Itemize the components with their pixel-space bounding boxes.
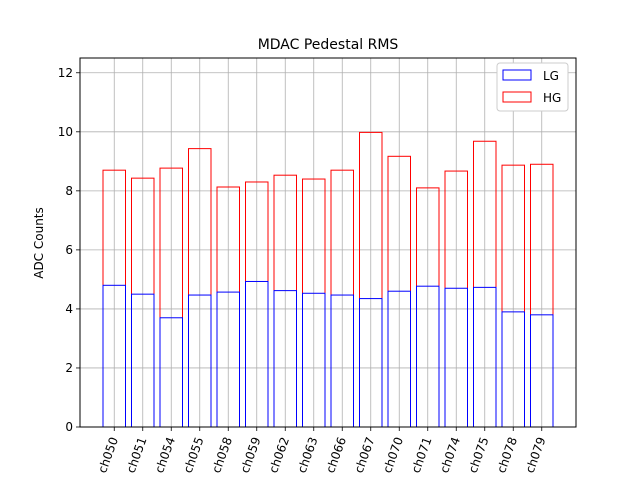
y-axis-ticks: 0 2 4 6 8 10 12: [58, 66, 80, 434]
x-tick-label: ch054: [152, 435, 178, 475]
y-tick-label: 2: [65, 361, 73, 375]
x-tick-label: ch062: [266, 435, 292, 475]
x-axis-ticks: ch050 ch051 ch054 ch055 ch058 ch059 ch062 ch063…: [95, 427, 549, 475]
x-tick-label: ch051: [124, 435, 150, 475]
x-tick-label: ch070: [380, 435, 406, 475]
lg-series-bars: [102, 280, 554, 428]
grid: [80, 58, 576, 428]
y-tick-label: 4: [65, 302, 73, 316]
x-tick-label: ch066: [323, 435, 349, 475]
x-tick-label: ch055: [181, 435, 207, 475]
legend-frame: [496, 62, 569, 112]
x-tick-label: ch075: [466, 435, 492, 475]
x-tick-label: ch074: [437, 435, 463, 475]
legend-label-lg: LG: [543, 69, 559, 83]
y-tick-label: 8: [65, 184, 73, 198]
legend-swatch-lg: [502, 69, 532, 81]
y-axis-label: ADC Counts: [32, 207, 46, 279]
x-tick-label: ch067: [352, 435, 378, 475]
x-tick-label: ch050: [95, 435, 121, 475]
y-tick-label: 6: [65, 243, 73, 257]
x-tick-label: ch078: [494, 435, 520, 475]
legend: LG HG: [496, 62, 569, 112]
hg-series-bars: [102, 131, 554, 428]
y-tick-label: 10: [58, 125, 73, 139]
chart-title: MDAC Pedestal RMS: [258, 37, 399, 53]
y-tick-label: 0: [65, 420, 73, 434]
x-tick-label: ch063: [295, 435, 321, 475]
x-tick-label: ch071: [409, 435, 435, 475]
legend-swatch-hg: [502, 91, 532, 103]
x-tick-label: ch059: [238, 435, 264, 475]
legend-label-hg: HG: [543, 91, 561, 105]
x-tick-label: ch079: [523, 435, 549, 475]
x-tick-label: ch058: [209, 435, 235, 475]
plot-area-frame: [79, 57, 577, 428]
y-tick-label: 12: [58, 66, 73, 80]
